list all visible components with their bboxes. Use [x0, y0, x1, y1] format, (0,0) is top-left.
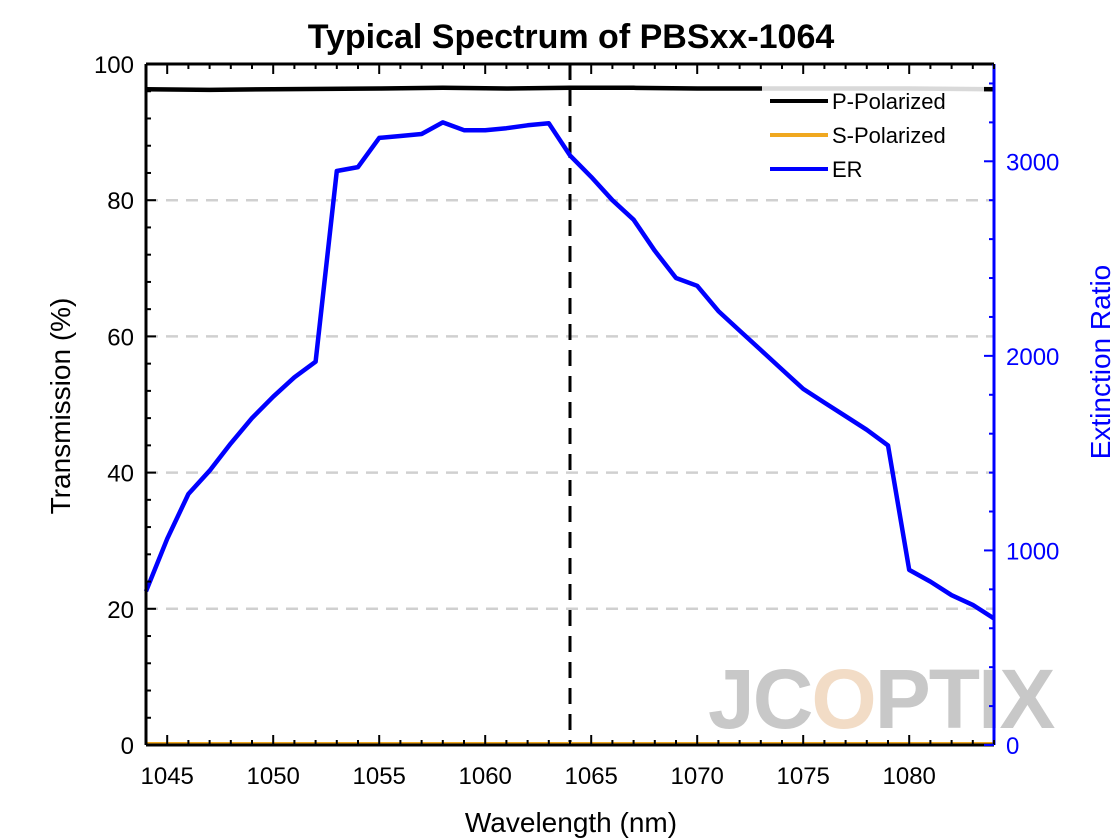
legend: P-Polarized S-Polarized ER [762, 84, 984, 188]
y-left-tick-label: 80 [107, 188, 134, 215]
y-right-tick-label: 0 [1006, 733, 1019, 760]
x-tick-label: 1075 [777, 763, 830, 790]
axes: 1045 1050 1055 1060 1065 1070 1075 1080 0 20 40 60 8… [94, 52, 1059, 790]
watermark-text-o: O [811, 652, 874, 746]
y-left-tick-label: 100 [94, 52, 134, 79]
y-right-tick-label: 1000 [1006, 538, 1059, 565]
legend-label-p-polarized: P-Polarized [832, 89, 946, 114]
x-tick-label: 1045 [141, 763, 194, 790]
y-axis-label-left: Transmission (%) [45, 298, 76, 515]
y-left-tick-label: 0 [121, 733, 134, 760]
y-axis-label-right: Extinction Ratio [1085, 265, 1116, 460]
x-tick-label: 1060 [459, 763, 512, 790]
watermark-text-start: JC [708, 652, 812, 746]
watermark-logo: JCOPTIX [708, 652, 1057, 746]
x-tick-label: 1050 [247, 763, 300, 790]
legend-label-s-polarized: S-Polarized [832, 123, 946, 148]
watermark-text-end: PTIX [875, 652, 1056, 746]
x-tick-label: 1055 [353, 763, 406, 790]
legend-label-er: ER [832, 157, 863, 182]
series-line-er [143, 120, 996, 621]
y-left-tick-label: 40 [107, 461, 134, 488]
x-axis-label: Wavelength (nm) [465, 807, 677, 838]
y-right-tick-label: 2000 [1006, 344, 1059, 371]
y-right-tick-label: 3000 [1006, 149, 1059, 176]
y-left-tick-label: 20 [107, 597, 134, 624]
gridlines [146, 64, 994, 745]
svg-text:JCOPTIX: JCOPTIX [708, 652, 1055, 746]
x-tick-label: 1065 [565, 763, 618, 790]
y-left-tick-label: 60 [107, 324, 134, 351]
x-tick-label: 1070 [671, 763, 724, 790]
chart-title: Typical Spectrum of PBSxx-1064 [308, 18, 835, 56]
x-tick-label: 1080 [883, 763, 936, 790]
